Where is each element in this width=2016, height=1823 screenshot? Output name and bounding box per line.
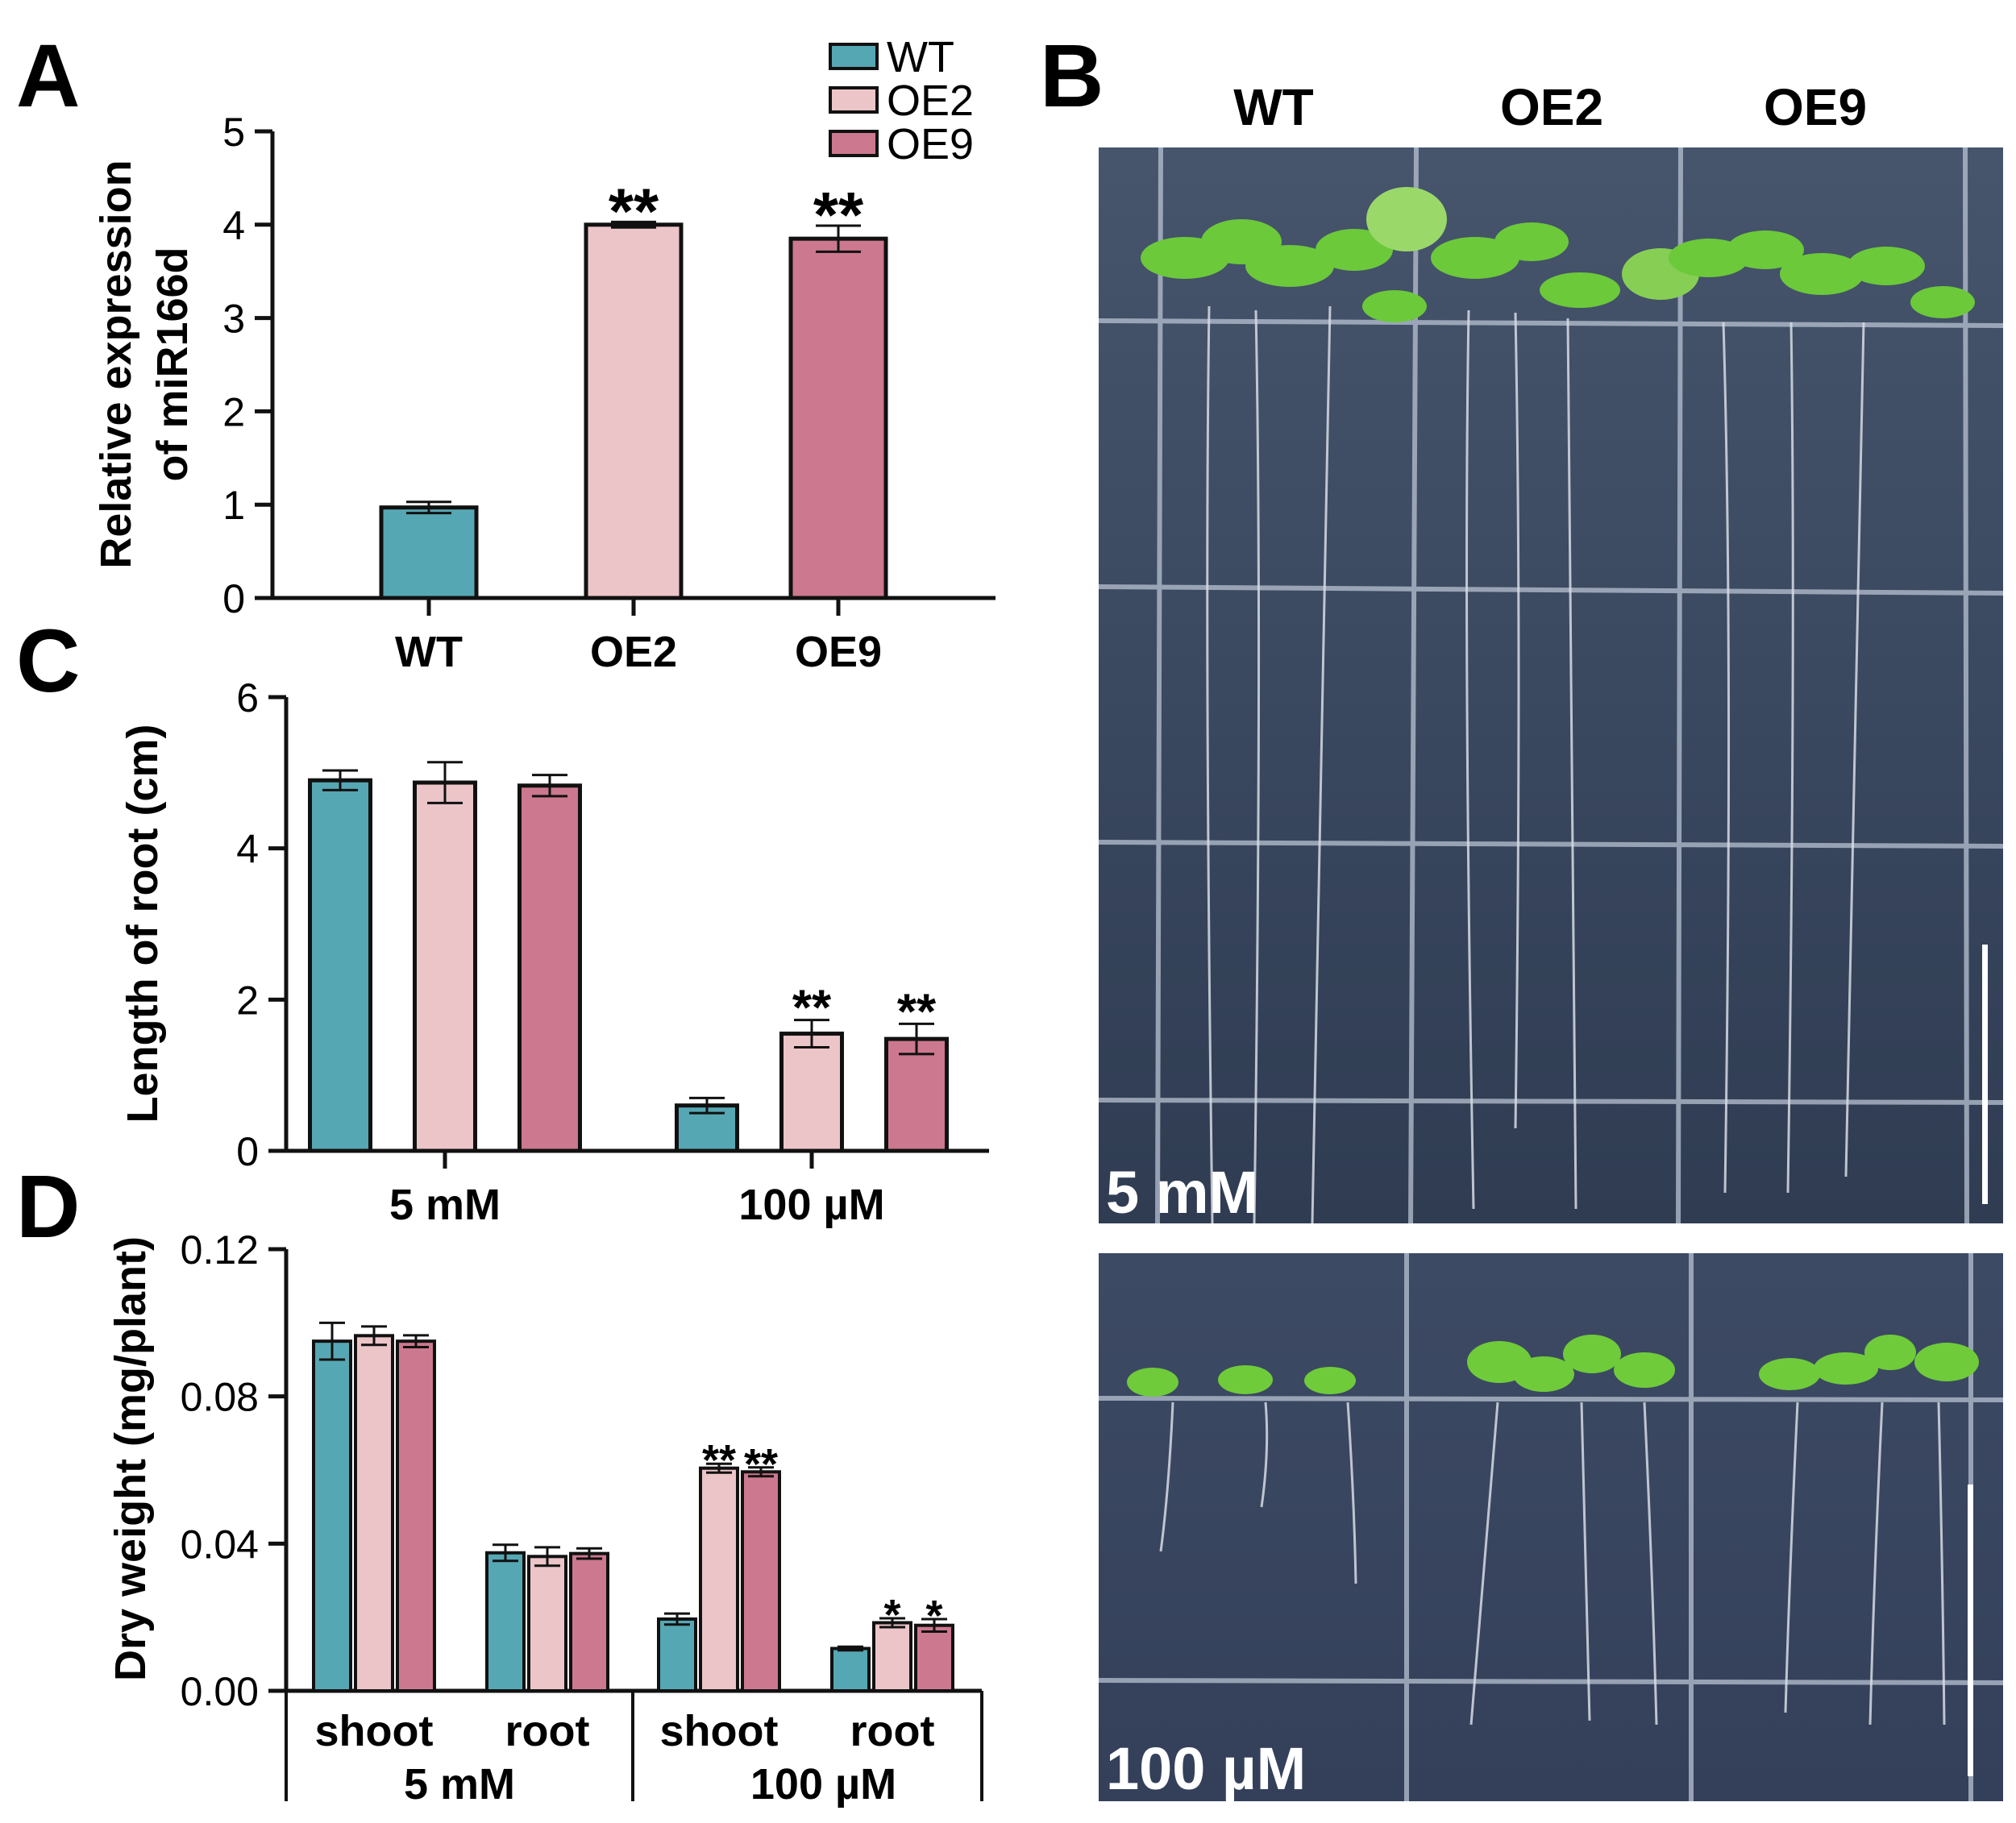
bar-oe9-2 [741, 1470, 781, 1692]
significance-oe2-1: ** [792, 981, 832, 1036]
panel-label-c: C [16, 612, 80, 711]
y-tick-label: 0.04 [181, 1522, 259, 1567]
y-tick-label: 4 [236, 827, 259, 872]
y-tick-label: 0 [236, 1129, 259, 1174]
x-tick-label-oe2: OE2 [590, 628, 677, 676]
photo-plate-100um: 100 µM [1098, 1253, 2004, 1802]
bar-oe2-1 [779, 1032, 844, 1153]
photo-plate-5mm: 5 mM [1098, 147, 2004, 1226]
y-tick-label: 4 [222, 203, 245, 248]
panel-label-b: B [1040, 27, 1104, 126]
x-tick-label-wt: WT [395, 628, 463, 676]
y-axis-label-line-2: of miR166d [148, 247, 197, 481]
legend-label-wt: WT [887, 33, 954, 81]
y-tick-label: 0.08 [181, 1375, 259, 1420]
y-tick-label: 2 [236, 978, 259, 1023]
bar-oe2-1 [527, 1555, 567, 1692]
significance-oe9-2: ** [744, 1440, 778, 1489]
y-tick-label: 6 [236, 675, 259, 720]
category-label-shoot: shoot [315, 1707, 434, 1755]
legend-swatch-wt [829, 43, 879, 70]
y-axis-label: Dry weight (mg/plant) [106, 1236, 155, 1681]
photo-column-oe2: OE2 [1500, 78, 1603, 136]
significance-oe2: ** [609, 175, 659, 247]
significance-oe9: ** [813, 179, 864, 251]
photo-label-5mm: 5 mM [1106, 1159, 1258, 1226]
significance-oe9-1: ** [897, 984, 937, 1040]
legend-label-oe9: OE9 [887, 120, 974, 168]
group-label: 100 µM [750, 1760, 896, 1808]
legend-swatch-oe9 [829, 130, 879, 157]
bar-oe9 [788, 236, 888, 600]
group-label: 5 mM [389, 1181, 501, 1229]
bar-oe2-0 [354, 1334, 394, 1692]
y-tick-label: 0.12 [181, 1227, 259, 1273]
y-axis-label: Length of root (cm) [118, 725, 167, 1123]
group-label: 100 µM [738, 1181, 884, 1229]
chart-root-length: 0 2 4 6 5 mM 100 µM ** ** Length of root (cm) [118, 675, 989, 1229]
bar-oe9-1 [884, 1036, 949, 1153]
y-tick-label: 0.00 [181, 1669, 259, 1714]
bar-oe9-0 [396, 1339, 436, 1692]
y-tick-label: 3 [222, 297, 245, 342]
bar-oe2-2 [699, 1466, 739, 1692]
bar-wt-0 [308, 778, 372, 1153]
y-axis-label-line-1: Relative expression [92, 160, 140, 568]
bar-wt [379, 505, 479, 600]
bar-oe2-3 [872, 1621, 912, 1693]
bar-wt-2 [657, 1617, 697, 1692]
legend-swatch-oe2 [829, 86, 879, 114]
significance-oe2-2: ** [702, 1436, 736, 1485]
y-tick-label: 5 [222, 110, 245, 155]
significance-oe9-3: * [925, 1592, 942, 1640]
photo-label-100um: 100 µM [1106, 1735, 1306, 1802]
bar-oe2-0 [413, 780, 477, 1153]
scale-bar-top [1982, 945, 1988, 1204]
significance-oe2-3: * [883, 1591, 900, 1639]
bar-oe9-1 [569, 1551, 609, 1692]
scale-bar-bottom [1968, 1485, 1973, 1776]
photo-column-oe9: OE9 [1764, 78, 1867, 136]
y-tick-label: 1 [222, 483, 245, 528]
category-label-shoot: shoot [660, 1707, 779, 1755]
group-label: 5 mM [404, 1760, 515, 1808]
bar-oe2 [584, 222, 684, 600]
y-tick-label: 0 [222, 576, 245, 621]
legend-label-oe2: OE2 [887, 77, 974, 125]
y-tick-label: 2 [222, 389, 245, 434]
category-label-root: root [850, 1707, 935, 1755]
bar-wt-1 [485, 1551, 526, 1692]
panel-label-d: D [16, 1157, 80, 1256]
photo-column-wt: WT [1233, 78, 1314, 136]
x-tick-label-oe9: OE9 [795, 628, 882, 676]
bar-wt-0 [312, 1339, 352, 1692]
bar-oe9-0 [518, 783, 582, 1153]
panel-label-a: A [16, 27, 80, 126]
category-label-root: root [505, 1707, 590, 1755]
bar-wt-3 [830, 1647, 871, 1692]
